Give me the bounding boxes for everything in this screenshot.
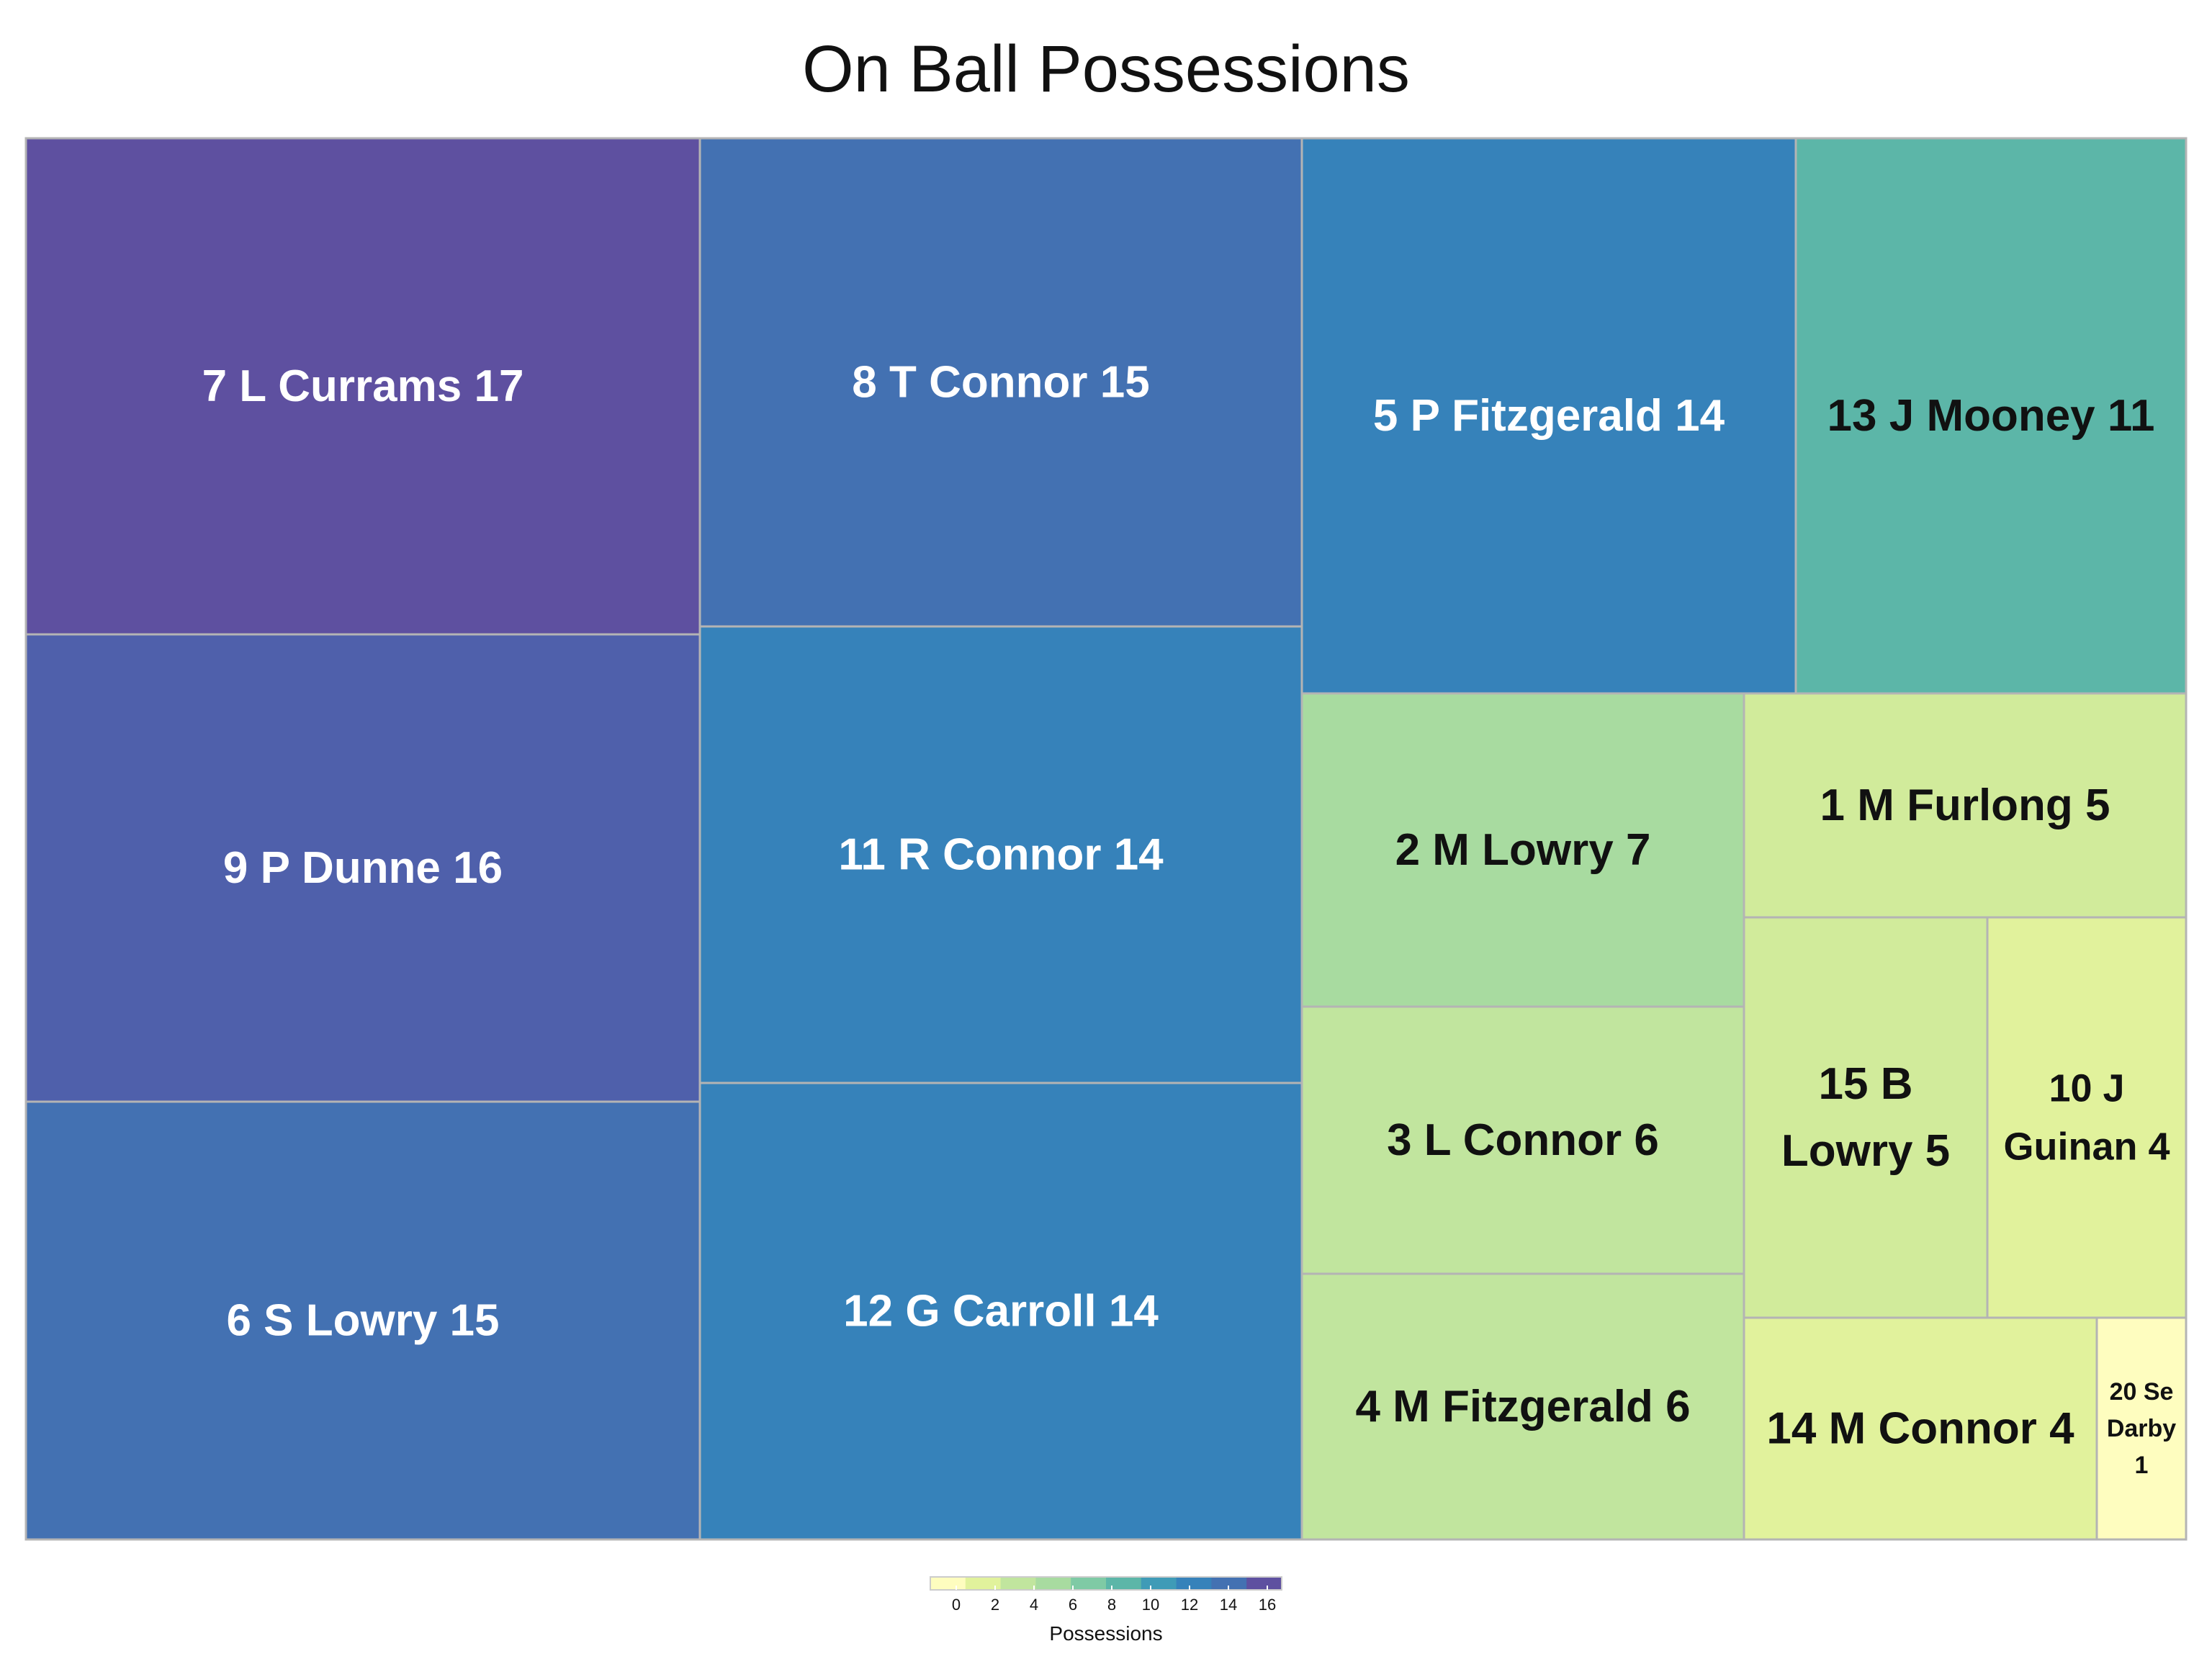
legend-color-segment (1035, 1577, 1071, 1590)
legend-tick-label: 4 (1030, 1596, 1038, 1614)
tile-rect (698, 1082, 1303, 1541)
tile-label: 13 J Mooney 11 (1827, 391, 2155, 441)
legend-color-segment (1106, 1577, 1142, 1590)
legend-title: Possessions (1049, 1622, 1162, 1645)
treemap-tile: 2 M Lowry 7 (1300, 692, 1745, 1008)
tile-rect (1300, 1272, 1745, 1541)
treemap-tile: 15 B Lowry 5 (1743, 916, 1989, 1319)
tile-label: 1 (2135, 1452, 2149, 1479)
legend-tick-label: 2 (991, 1596, 999, 1614)
tile-rect (1743, 692, 2188, 919)
tile-label: 4 M Fitzgerald 6 (1355, 1382, 1690, 1431)
legend-color-segment (1176, 1577, 1212, 1590)
treemap-tile: 8 T Connor 15 (698, 137, 1303, 628)
legend-color-segment (965, 1577, 1002, 1590)
tile-label: 15 B (1819, 1059, 1913, 1109)
legend-color-segment (1246, 1577, 1282, 1590)
chart-title: On Ball Possessions (802, 32, 1410, 106)
tile-rect (1300, 137, 1797, 695)
treemap-tile: 13 J Mooney 11 (1794, 137, 2188, 695)
tile-label: 1 M Furlong 5 (1820, 781, 2110, 830)
legend-color-segment (1000, 1577, 1036, 1590)
treemap-tile: 11 R Connor 14 (698, 625, 1303, 1084)
treemap-tile: 7 L Currams 17 (24, 137, 701, 636)
tile-rect (1300, 1005, 1745, 1275)
legend-tick-label: 16 (1259, 1596, 1276, 1614)
treemap-tile: 4 M Fitzgerald 6 (1300, 1272, 1745, 1541)
tile-label: 14 M Connor 4 (1766, 1404, 2074, 1454)
legend-color-segment (1071, 1577, 1107, 1590)
tile-rect (698, 137, 1303, 628)
legend-tick-label: 10 (1142, 1596, 1159, 1614)
tile-label: 5 P Fitzgerald 14 (1373, 391, 1725, 441)
tile-rect (2095, 1316, 2188, 1541)
treemap-tiles: 7 L Currams 17 9 P Dunne 16 6 S Lowry 15 8 … (24, 137, 2188, 1541)
legend-color-segment (930, 1577, 966, 1590)
tile-label: Guinan 4 (2003, 1125, 2170, 1169)
treemap-tile: 10 J Guinan 4 (1986, 916, 2188, 1319)
tile-rect (1986, 916, 2188, 1319)
treemap-tile: 5 P Fitzgerald 14 (1300, 137, 1797, 695)
color-legend: 0 2 4 6 8 10 12 14 16 Possessions (930, 1576, 1282, 1645)
tile-label: 3 L Connor 6 (1387, 1115, 1659, 1165)
tile-rect (24, 137, 701, 636)
treemap-tile: 6 S Lowry 15 (24, 1100, 701, 1541)
tile-rect (24, 633, 701, 1103)
treemap-tile: 3 L Connor 6 (1300, 1005, 1745, 1275)
treemap-tile: 12 G Carroll 14 (698, 1082, 1303, 1541)
tile-label: Lowry 5 (1781, 1126, 1950, 1176)
legend-color-segment (1211, 1577, 1247, 1590)
tile-label: 12 G Carroll 14 (843, 1287, 1159, 1336)
tile-label: 20 Se (2110, 1378, 2174, 1406)
tile-label: 10 J (2049, 1067, 2124, 1110)
treemap-tile: 9 P Dunne 16 (24, 633, 701, 1103)
legend-tick-label: 12 (1181, 1596, 1198, 1614)
tile-label: Darby (2107, 1415, 2176, 1442)
legend-border (930, 1576, 1282, 1591)
tile-label: 7 L Currams 17 (202, 361, 524, 411)
legend-color-segment (1141, 1577, 1177, 1590)
treemap-tile: 14 M Connor 4 (1743, 1316, 2098, 1541)
legend-tick-label: 6 (1069, 1596, 1077, 1614)
legend-tick-label: 8 (1107, 1596, 1116, 1614)
treemap-tile: 1 M Furlong 5 (1743, 692, 2188, 919)
legend-tick-label: 14 (1220, 1596, 1237, 1614)
tile-rect (24, 1100, 701, 1541)
tile-rect (1794, 137, 2188, 695)
treemap-tile: 20 Se Darby 1 (2095, 1316, 2188, 1541)
tile-rect (1743, 916, 1989, 1319)
tile-label: 9 P Dunne 16 (223, 843, 503, 893)
tile-label: 11 R Connor 14 (838, 830, 1164, 880)
tile-rect (1300, 692, 1745, 1008)
tile-label: 2 M Lowry 7 (1395, 825, 1651, 875)
legend-tick-label: 0 (952, 1596, 961, 1614)
tile-rect (1743, 1316, 2098, 1541)
tile-label: 8 T Connor 15 (852, 358, 1149, 408)
tile-label: 6 S Lowry 15 (226, 1296, 499, 1346)
